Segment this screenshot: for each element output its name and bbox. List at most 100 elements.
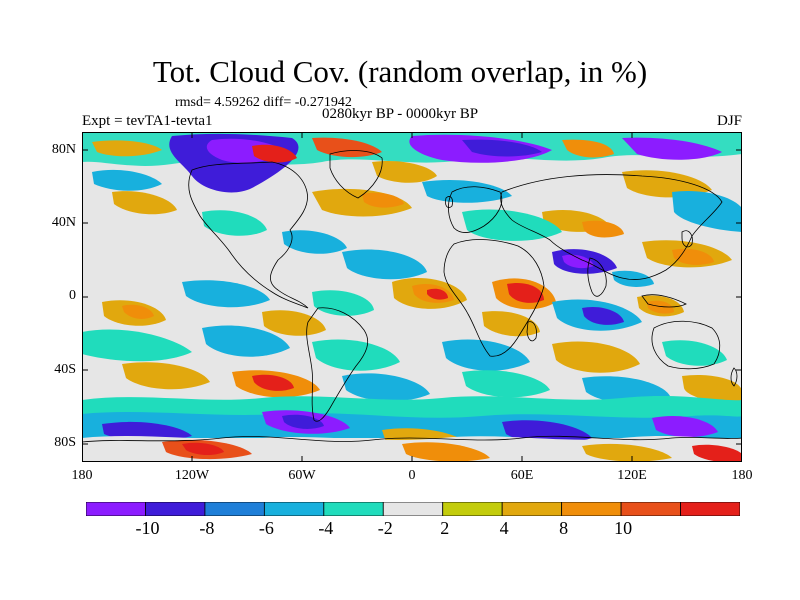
figure-title: Tot. Cloud Cov. (random overlap, in %) <box>152 54 648 89</box>
colorbar-tick-label: 4 <box>499 518 509 538</box>
season-label: DJF <box>716 113 742 129</box>
field-patch <box>682 374 742 404</box>
coastline-uk <box>445 196 453 208</box>
field-patch <box>342 249 427 280</box>
field-patch <box>672 190 742 232</box>
field-patch <box>582 306 624 325</box>
colorbar-tick-label: -4 <box>318 518 334 538</box>
field-patch <box>202 210 267 236</box>
field-patch <box>562 254 594 269</box>
field-patch <box>692 444 742 462</box>
field-patch <box>662 340 727 366</box>
colorbar-swatch <box>680 502 740 516</box>
field-patch <box>612 270 654 287</box>
lon-label-60w: 60W <box>288 468 316 483</box>
field-patch <box>282 230 347 254</box>
field-patch <box>312 290 374 316</box>
colorbar-tick-label: 8 <box>559 518 569 538</box>
field-patch <box>582 220 624 238</box>
field-patch <box>182 442 224 456</box>
colorbar-swatch <box>620 502 681 516</box>
field-patch <box>422 179 512 203</box>
coastline-indonesia <box>641 294 687 308</box>
field-patch <box>482 311 540 337</box>
lon-label-0: 0 <box>408 468 416 483</box>
lat-label-40n: 40N <box>51 215 76 230</box>
coastline-greenland <box>329 150 383 199</box>
field-patch <box>202 325 290 357</box>
field-patch <box>582 443 672 462</box>
field-patch <box>122 362 210 390</box>
field-patch <box>622 137 722 160</box>
lon-label-120e: 120E <box>617 468 647 483</box>
field-patch <box>647 300 674 314</box>
coastlines <box>82 150 742 443</box>
tick-marks <box>82 132 742 462</box>
lat-label-40s: 40S <box>54 362 76 377</box>
coastline-madagascar <box>526 321 537 342</box>
colorbar-tick-label: -10 <box>135 518 160 538</box>
coastline-australia <box>651 320 721 370</box>
coastline-asia <box>500 174 723 280</box>
coastline-europe <box>448 186 503 233</box>
field-patch <box>402 442 490 462</box>
experiment-label: Expt = tevTA1-tevta1 <box>82 113 213 129</box>
field-patch <box>372 160 437 183</box>
field-patch <box>652 415 718 438</box>
field-patch <box>112 191 177 215</box>
field-patch <box>552 341 640 373</box>
colorbar-swatch <box>442 502 503 516</box>
field-patch <box>427 288 448 300</box>
cloud-cover-map <box>82 132 742 462</box>
field-patch <box>252 374 294 391</box>
colorbar <box>86 502 740 516</box>
field-patch <box>362 192 404 208</box>
colorbar-swatch <box>501 502 563 516</box>
lon-label-180e: 180 <box>731 468 753 483</box>
field-patch <box>562 139 614 158</box>
field-patch <box>462 139 542 157</box>
colorbar-swatch <box>204 502 265 516</box>
field-patch <box>507 282 544 303</box>
lat-label-80n: 80N <box>51 142 76 157</box>
lon-label-180w: 180 <box>71 468 93 483</box>
period-label: 0280kyr BP - 0000kyr BP <box>322 106 479 122</box>
colorbar-tick-label: -2 <box>377 518 393 538</box>
field-patch <box>262 310 326 336</box>
field-patch <box>82 329 192 362</box>
colorbar-swatch <box>561 502 622 516</box>
colorbar-tick-label: -6 <box>258 518 274 538</box>
field-patch <box>252 144 297 163</box>
colorbar-swatch <box>86 502 146 516</box>
colorbar-tick-label: -8 <box>199 518 215 538</box>
coastline-antarctica <box>82 435 742 443</box>
lon-label-60e: 60E <box>510 468 534 483</box>
field-patch <box>462 370 550 398</box>
lat-label-0: 0 <box>69 288 76 303</box>
coastline-india <box>587 257 607 297</box>
colorbar-tick-label: 10 <box>614 518 633 538</box>
field-patch <box>442 339 530 371</box>
field-patch <box>92 140 162 157</box>
colorbar-swatch <box>382 502 444 516</box>
colorbar-swatch <box>323 502 384 516</box>
field-patch <box>312 339 400 371</box>
colorbar-swatch <box>263 502 325 516</box>
field-patch <box>92 169 162 191</box>
coastline-africa <box>443 239 545 357</box>
colorbar-tick-label: 2 <box>440 518 450 538</box>
field-patch <box>342 373 430 402</box>
field-patch <box>122 304 154 319</box>
stats-text: rmsd= 4.59262 diff= -0.271942 <box>175 95 352 110</box>
colorbar-swatch <box>145 502 206 516</box>
lat-label-80s: 80S <box>54 435 76 450</box>
coastline-north-america <box>188 161 309 309</box>
lon-label-120w: 120W <box>174 468 210 483</box>
coastline-japan <box>681 230 693 248</box>
field-patch <box>622 170 712 198</box>
field-patch <box>182 280 270 308</box>
coastline-new-zealand <box>730 367 738 387</box>
field-patch <box>312 137 382 158</box>
coastline-south-america <box>306 307 369 422</box>
